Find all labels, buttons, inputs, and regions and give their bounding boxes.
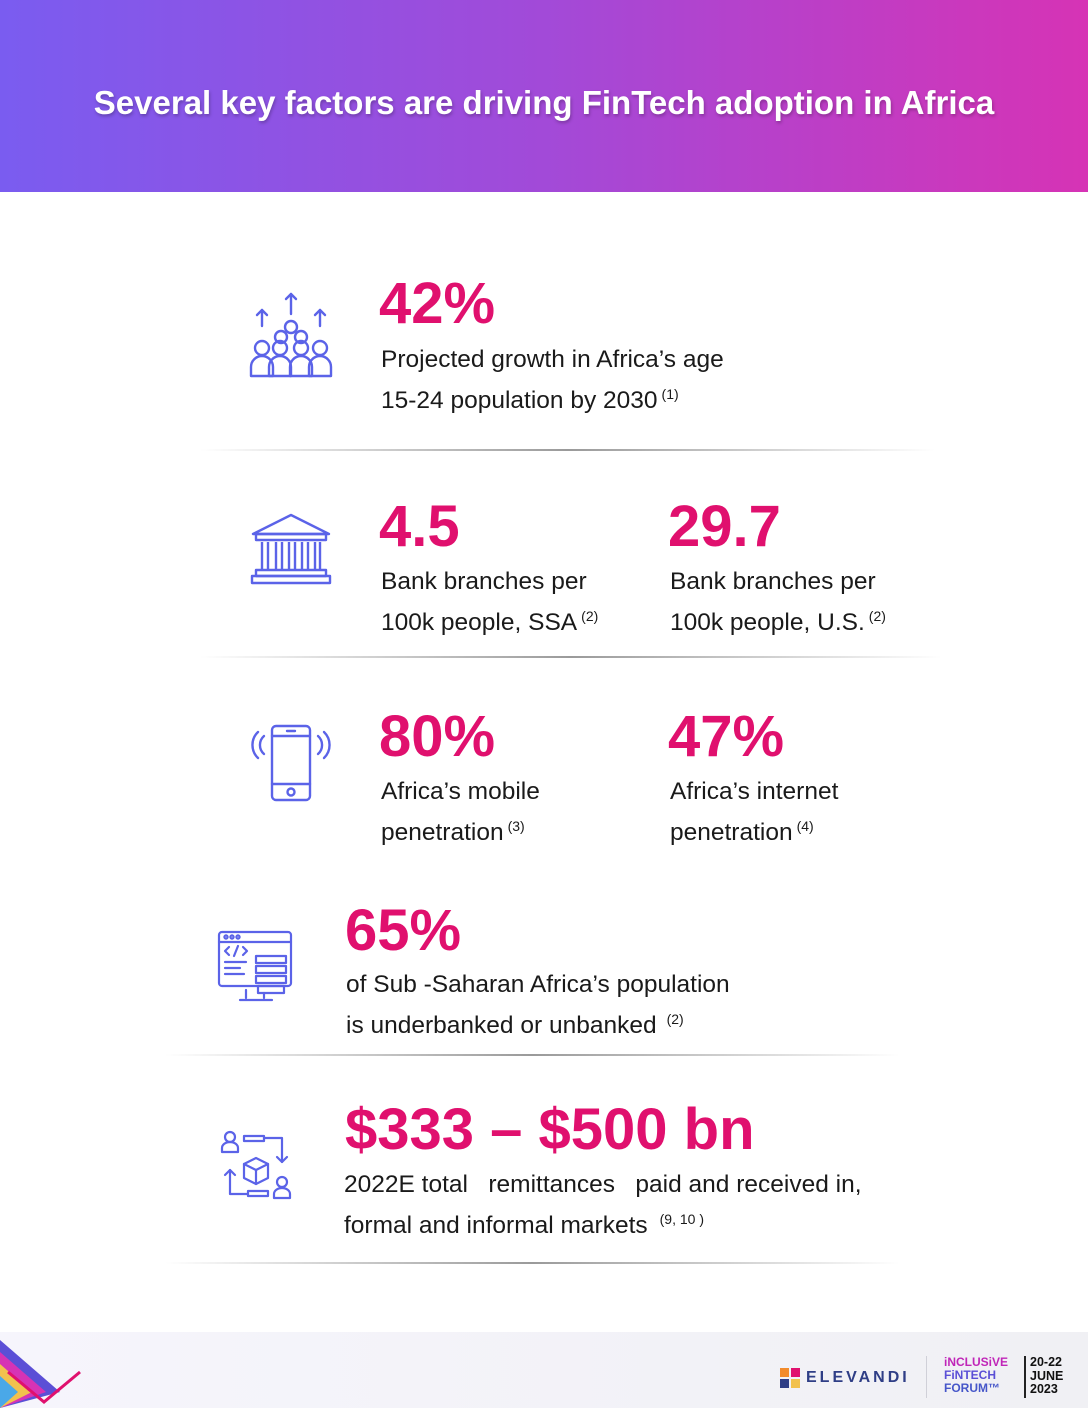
remittance-transfer-icon (220, 1130, 292, 1200)
elevandi-mark-icon (780, 1368, 800, 1388)
stat-remittances-desc: 2022E total remittances paid and receive… (344, 1171, 862, 1239)
stat-mobile-value: 80% (379, 704, 496, 769)
page-title: Several key factors are driving FinTech … (93, 84, 995, 121)
stat-unbanked-desc: of Sub -Saharan Africa’s population is u… (346, 971, 730, 1039)
stat-youth-growth-desc: Projected growth in Africa’s age 15-24 p… (381, 346, 724, 414)
footer-separator (926, 1356, 927, 1398)
event-dates: 20-22 JUNE 2023 (1030, 1355, 1064, 1396)
mobile-phone-icon (251, 724, 331, 802)
stat-mobile-desc: Africa’s mobile penetration (3) (381, 778, 540, 846)
divider (165, 1262, 900, 1264)
elevandi-logo: ELEVANDI (780, 1367, 910, 1389)
people-growth-icon (249, 292, 333, 378)
inclusive-fintech-forum-logo: iNCLUSiVE FiNTECH FORUM™ (944, 1355, 1009, 1395)
elevandi-brand: ELEVANDI (806, 1369, 910, 1386)
footnote-ref: (2) (868, 608, 886, 624)
stat-youth-growth-value: 42% (379, 271, 496, 336)
stat-ssa-branches-value: 4.5 (379, 494, 460, 559)
stat-remittances-value: $333 – $500 bn (345, 1097, 755, 1162)
header-banner: Several key factors are driving FinTech … (0, 0, 1088, 192)
decorative-diamond-icon (0, 1340, 81, 1408)
footer (0, 1332, 1088, 1408)
footnote-ref: (2) (581, 608, 599, 624)
footnote-ref: (3) (507, 818, 525, 834)
footer-separator (1024, 1356, 1026, 1398)
footnote-ref: (9, 10 ) (659, 1211, 704, 1227)
bank-icon (250, 513, 332, 585)
divider (200, 449, 935, 451)
computer-code-icon (217, 930, 293, 1002)
stat-us-branches-desc: Bank branches per 100k people, U.S. (2) (670, 568, 886, 636)
divider (200, 656, 942, 658)
stat-internet-desc: Africa’s internet penetration (4) (670, 778, 839, 846)
footnote-ref: (2) (666, 1011, 684, 1027)
footnote-ref: (1) (661, 386, 679, 402)
stat-unbanked-value: 65% (345, 898, 462, 963)
stat-internet-value: 47% (668, 704, 785, 769)
stat-ssa-branches-desc: Bank branches per 100k people, SSA (2) (381, 568, 599, 636)
footnote-ref: (4) (796, 818, 814, 834)
stat-us-branches-value: 29.7 (668, 494, 781, 559)
divider (165, 1054, 900, 1056)
